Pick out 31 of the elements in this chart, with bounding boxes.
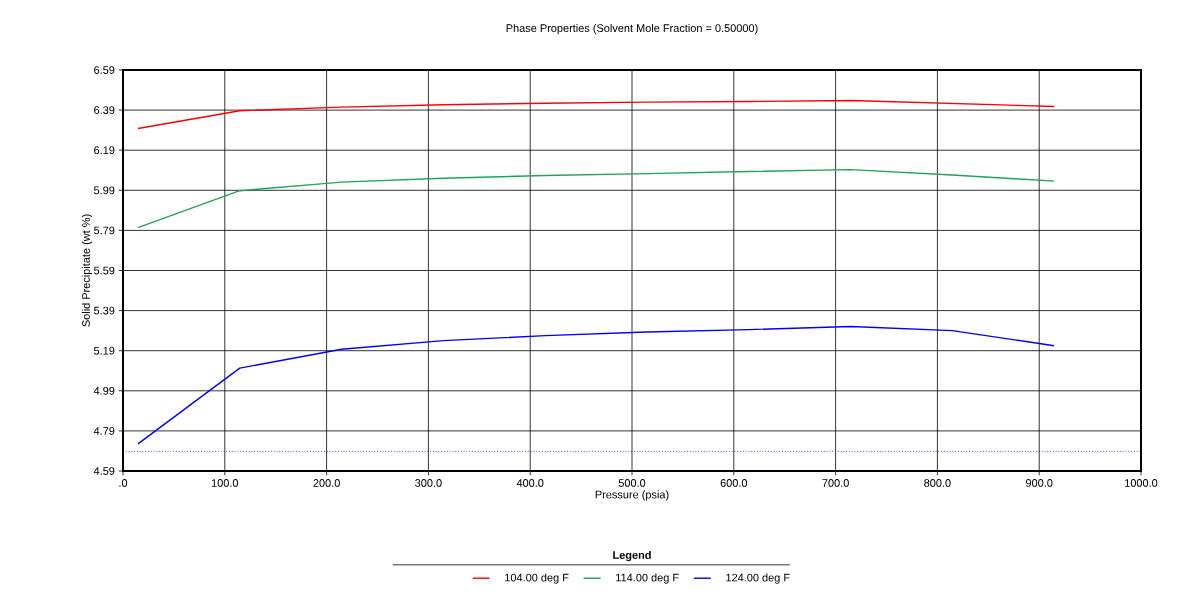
- x-tick-label: .0: [119, 479, 128, 487]
- x-tick-label: 800.0: [924, 479, 951, 487]
- x-tick-label: 300.0: [415, 479, 442, 487]
- y-tick-label: 5.39: [94, 306, 115, 315]
- y-tick-label: 4.99: [93, 386, 115, 395]
- x-tick-label: 700.0: [822, 479, 849, 487]
- line-series: [137, 168, 1055, 229]
- x-tick-label: 900.0: [1026, 479, 1053, 487]
- x-tick-label: 200.0: [313, 479, 340, 487]
- x-tick-label: 100.0: [211, 479, 239, 487]
- x-tick-label: 500.0: [618, 479, 646, 487]
- legend-label: 114.00 deg F: [616, 573, 679, 584]
- y-tick-label: 5.59: [94, 266, 115, 275]
- y-tick-label: 4.79: [93, 427, 115, 435]
- x-tick-label: 400.0: [516, 479, 544, 487]
- y-tick-label: 4.59: [93, 467, 115, 475]
- y-tick-label: 5.79: [94, 226, 115, 235]
- y-axis-title: Solid Precipitate (wt %): [81, 214, 93, 327]
- y-tick-label: 6.19: [94, 146, 115, 155]
- y-tick-label: 5.99: [94, 186, 115, 195]
- y-tick-label: 6.59: [94, 66, 115, 74]
- y-tick-label: 5.19: [94, 346, 115, 355]
- chart-title: Phase Properties (Solvent Mole Fraction = 0.50000): [506, 23, 758, 35]
- line-series: [137, 325, 1055, 445]
- x-axis-title: Pressure (psia): [595, 490, 669, 501]
- legend-title: Legend: [613, 550, 651, 562]
- legend-label: 124.00 deg F: [726, 573, 790, 584]
- x-tick-label: 1000.0: [1125, 479, 1158, 487]
- legend-label: 104.00 deg F: [505, 573, 569, 584]
- x-tick-label: 600.0: [720, 479, 748, 487]
- y-tick-label: 6.39: [94, 106, 115, 114]
